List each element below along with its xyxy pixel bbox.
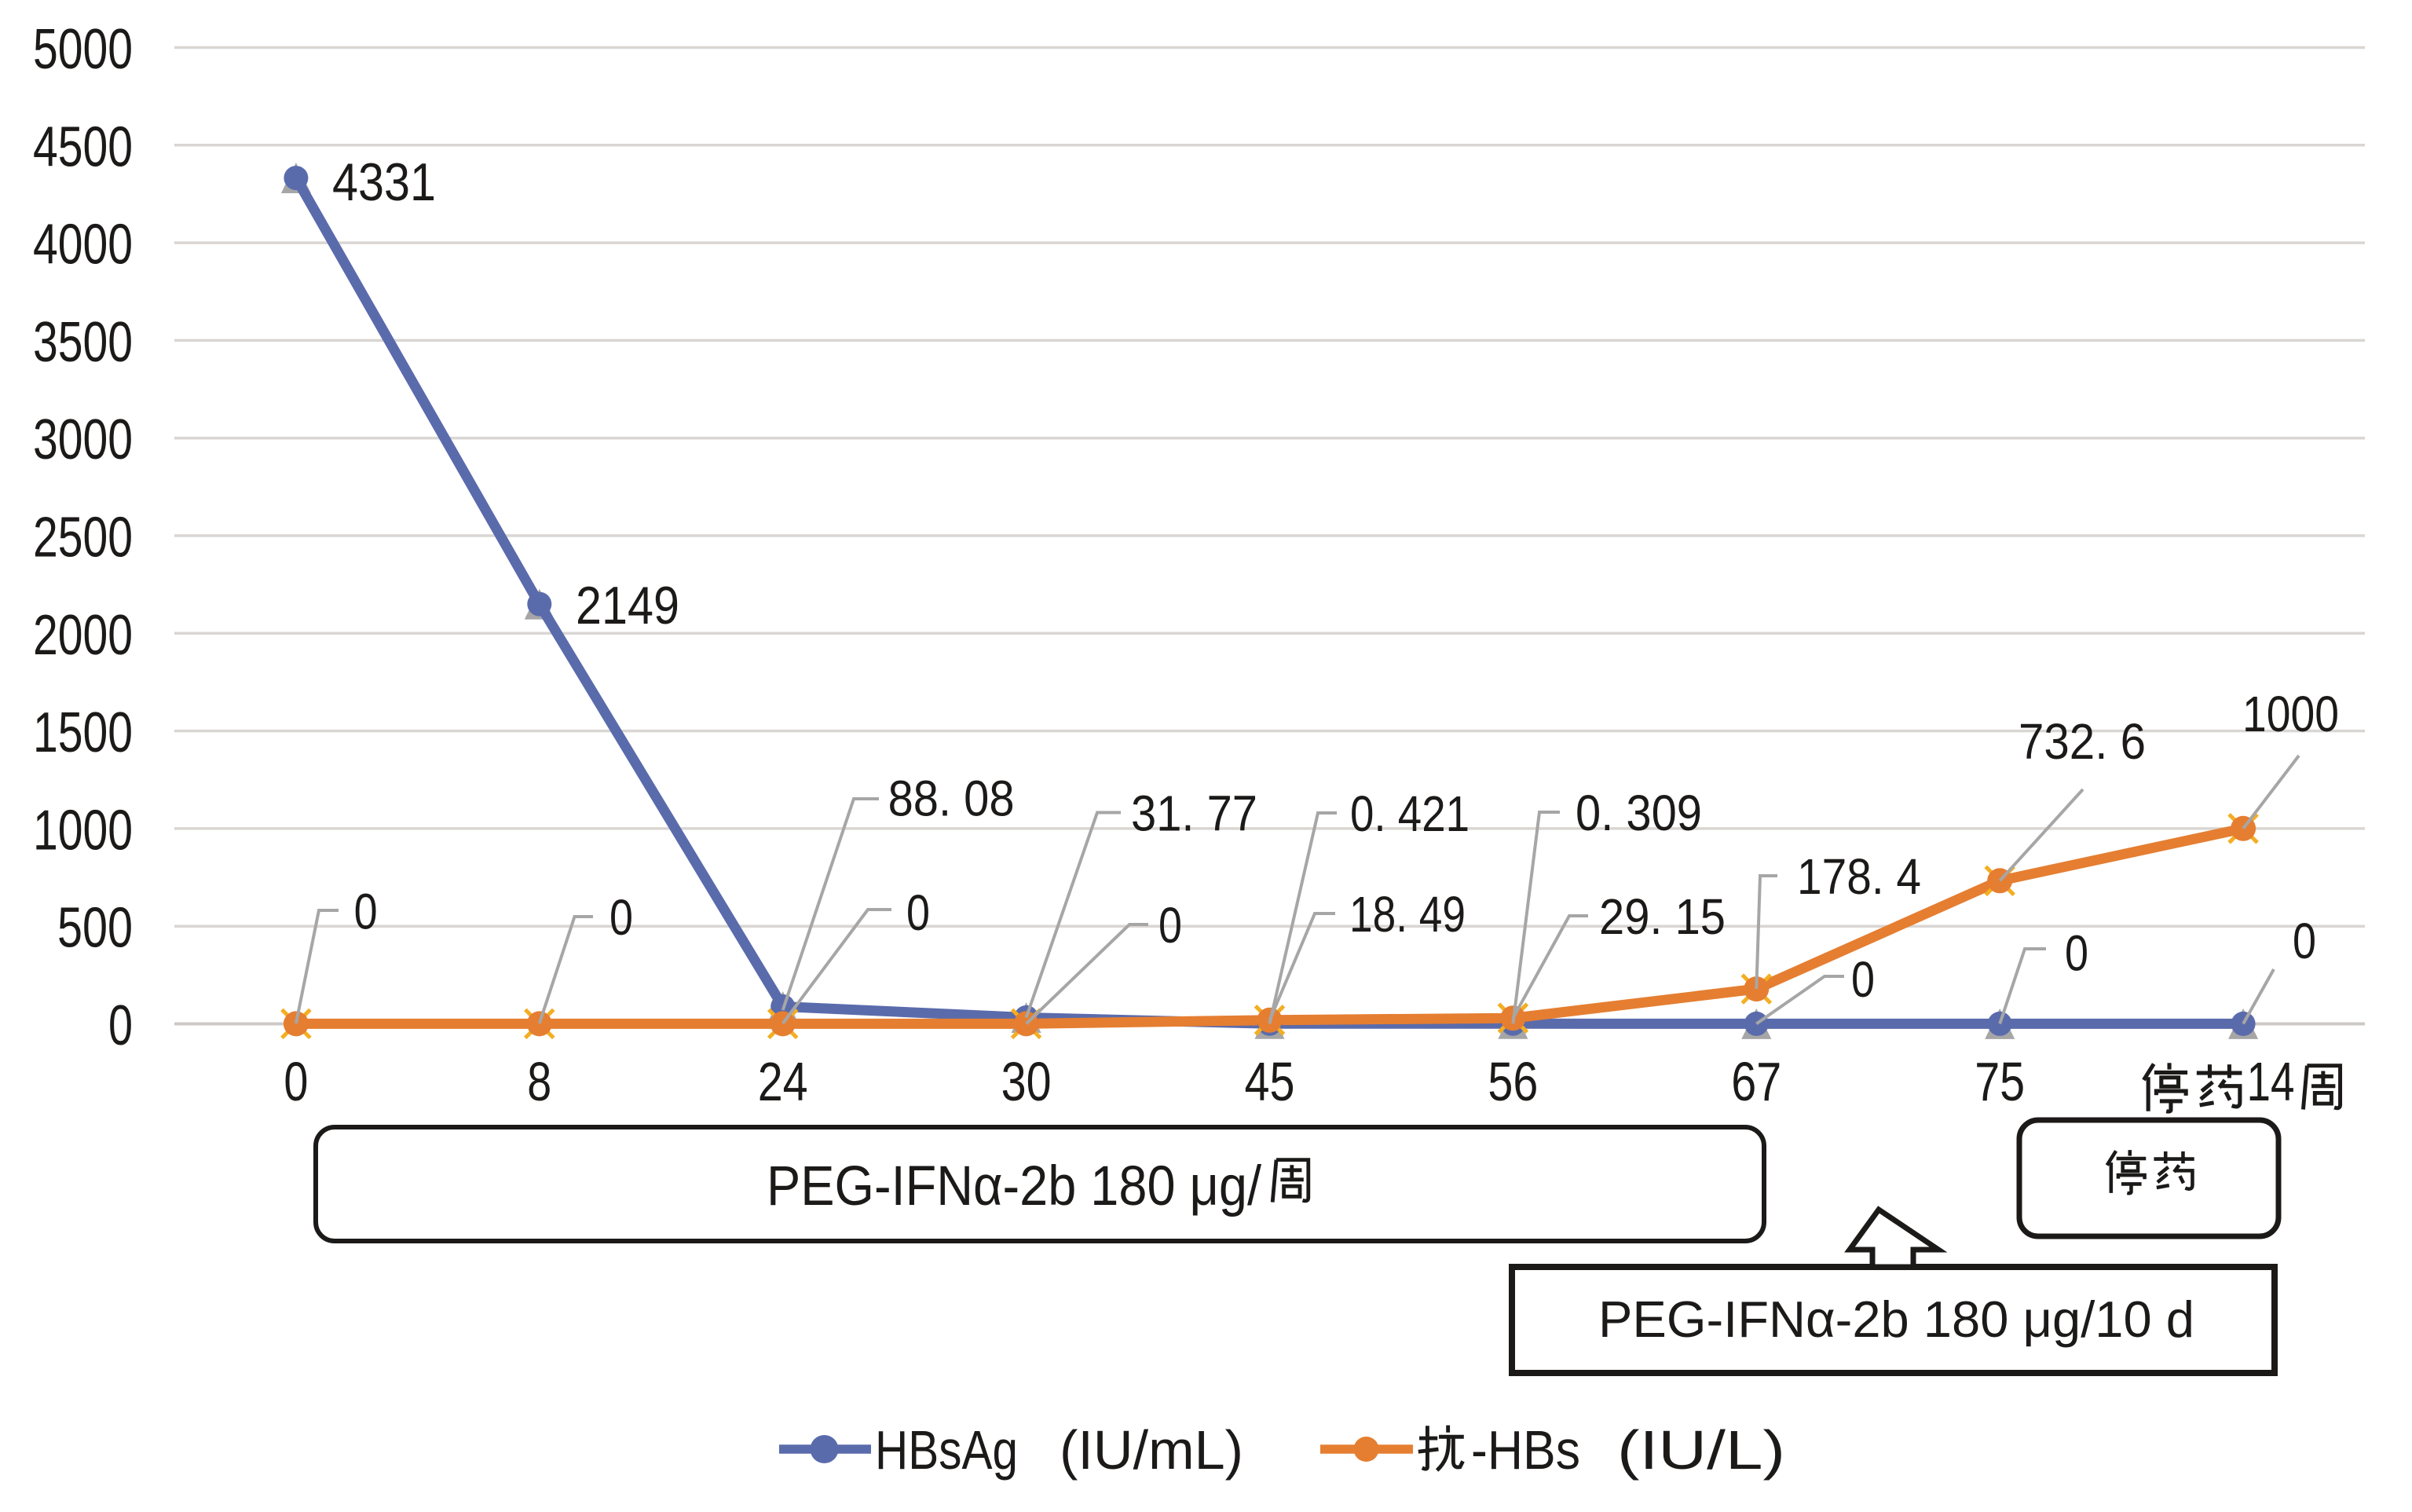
svg-text:31. 77: 31. 77	[1131, 785, 1257, 842]
svg-text:4331: 4331	[332, 152, 436, 212]
svg-text:PEG-IFNα-2b 180 μg/: PEG-IFNα-2b 180 μg/	[767, 1155, 1261, 1217]
svg-text:0. 421: 0. 421	[1350, 785, 1470, 842]
svg-text:2500: 2500	[33, 507, 133, 569]
svg-text:-HBs: -HBs	[1471, 1419, 1580, 1481]
svg-text:29. 15: 29. 15	[1599, 888, 1726, 945]
svg-text:56: 56	[1488, 1051, 1538, 1112]
svg-text:732. 6: 732. 6	[2019, 713, 2146, 770]
svg-text:24: 24	[758, 1051, 808, 1112]
svg-text:1000: 1000	[33, 799, 133, 862]
svg-text:0: 0	[108, 994, 133, 1057]
svg-text:14: 14	[2247, 1051, 2295, 1112]
svg-text:4000: 4000	[33, 214, 133, 276]
svg-text:0: 0	[609, 889, 633, 946]
svg-text:0: 0	[2293, 913, 2316, 969]
svg-text:(IU/L): (IU/L)	[1617, 1419, 1785, 1481]
svg-text:1500: 1500	[33, 701, 133, 764]
svg-text:5000: 5000	[33, 18, 133, 81]
svg-text:0: 0	[906, 884, 930, 941]
svg-text:0: 0	[2065, 925, 2088, 982]
svg-text:45: 45	[1245, 1051, 1295, 1112]
svg-text:0: 0	[284, 1051, 308, 1112]
svg-text:4500: 4500	[33, 115, 133, 178]
svg-text:1000: 1000	[2242, 686, 2339, 742]
svg-text:0. 309: 0. 309	[1576, 785, 1702, 841]
svg-text:30: 30	[1001, 1051, 1052, 1112]
svg-text:0: 0	[1851, 951, 1875, 1008]
svg-text:500: 500	[57, 897, 133, 960]
svg-text:2000: 2000	[33, 604, 133, 667]
svg-text:0: 0	[354, 884, 378, 940]
svg-text:3500: 3500	[33, 311, 133, 374]
svg-text:75: 75	[1975, 1051, 2025, 1112]
svg-text:2149: 2149	[576, 576, 679, 635]
svg-text:8: 8	[527, 1051, 551, 1112]
svg-text:0: 0	[1158, 897, 1182, 954]
svg-text:67: 67	[1731, 1051, 1781, 1112]
svg-text:88. 08: 88. 08	[888, 771, 1015, 827]
svg-text:PEG-IFNα-2b 180 μg/10 d: PEG-IFNα-2b 180 μg/10 d	[1598, 1291, 2194, 1348]
svg-text:178. 4: 178. 4	[1797, 848, 1921, 905]
svg-text:3000: 3000	[33, 408, 133, 471]
svg-text:(IU/mL): (IU/mL)	[1060, 1419, 1243, 1481]
svg-text:HBsAg: HBsAg	[875, 1419, 1018, 1481]
svg-text:18. 49: 18. 49	[1349, 886, 1466, 943]
